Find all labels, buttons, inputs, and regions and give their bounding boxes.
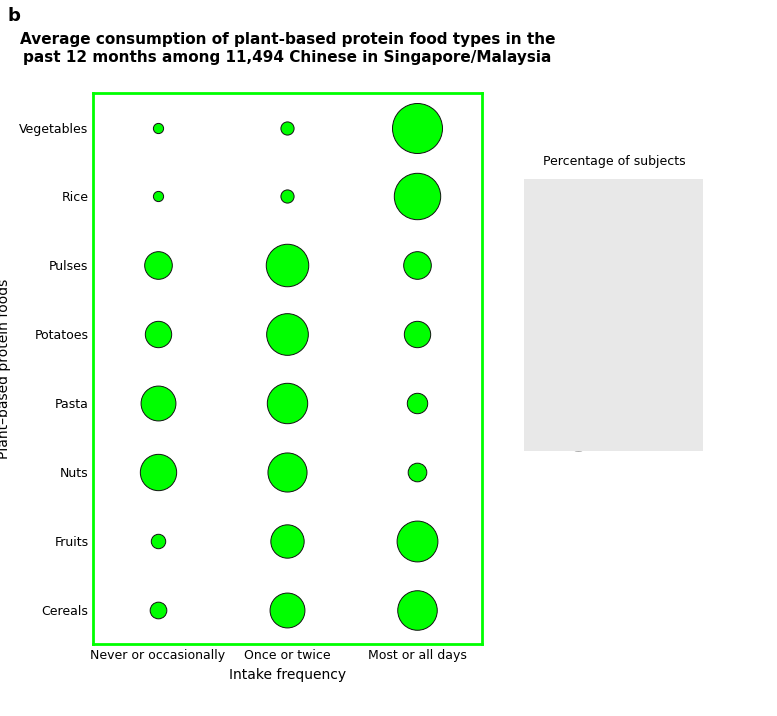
Point [572,342,584,354]
Text: Average consumption of plant-based protein food types in the
past 12 months amon: Average consumption of plant-based prote… [19,32,556,64]
Point [281,329,294,340]
Point [281,604,294,616]
Point [281,190,294,202]
Y-axis label: Plant–based protein foods: Plant–based protein foods [0,279,11,459]
X-axis label: Intake frequency: Intake frequency [229,668,346,682]
Point [152,466,164,478]
Point [152,190,164,202]
Point [411,260,423,271]
Point [411,122,423,133]
Text: 60: 60 [636,342,651,354]
Point [152,260,164,271]
Point [281,466,294,478]
Point [152,397,164,409]
Point [152,604,164,616]
Text: 20: 20 [636,205,651,218]
Point [152,122,164,133]
Text: 40: 40 [636,271,651,284]
Point [411,397,423,409]
Point [411,604,423,616]
Text: Percentage of subjects: Percentage of subjects [542,155,685,168]
Point [152,536,164,547]
Point [411,329,423,340]
Point [411,466,423,478]
Point [572,206,584,218]
Point [281,397,294,409]
Point [572,418,584,430]
Text: b: b [8,7,21,25]
Point [411,536,423,547]
Text: 80: 80 [636,417,651,430]
Point [572,271,584,283]
Point [411,190,423,202]
Point [281,122,294,133]
Point [152,329,164,340]
Point [281,536,294,547]
Point [281,260,294,271]
